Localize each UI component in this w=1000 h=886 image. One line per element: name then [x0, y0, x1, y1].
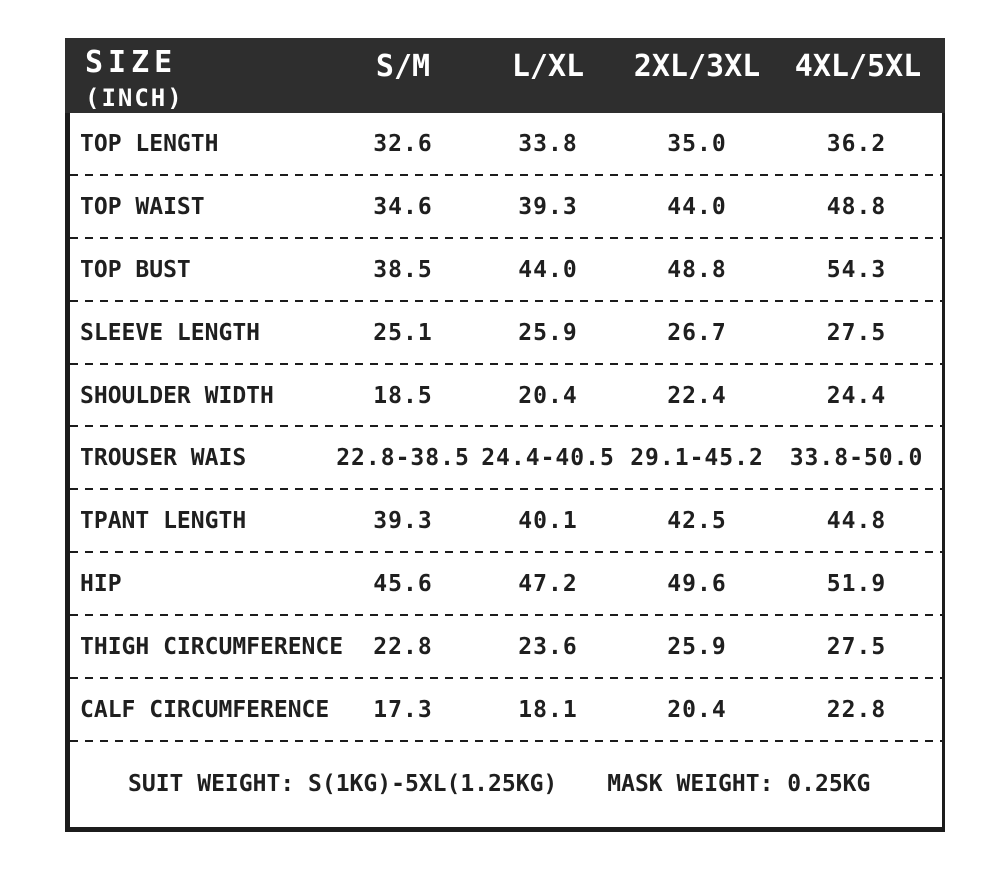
table-row: TOP WAIST 34.6 39.3 44.0 48.8: [70, 176, 942, 239]
row-value-l-xl: 25.9: [518, 319, 578, 346]
row-value-2xl-3xl: 48.8: [667, 256, 727, 283]
row-value-4xl-5xl: 24.4: [826, 382, 887, 409]
table-row: SLEEVE LENGTH 25.1 25.9 26.7 27.5: [70, 302, 942, 365]
table-footer-row: SUIT WEIGHT: S(1KG)-5XL(1.25KG) MASK WEI…: [70, 742, 942, 827]
table-header-row: SIZE (INCH) S/M L/XL 2XL/3XL 4XL/5XL: [65, 38, 945, 113]
row-value-2xl-3xl: 44.0: [667, 193, 727, 220]
column-header-s-m: S/M: [375, 49, 431, 84]
row-value-s-m: 39.3: [373, 508, 433, 535]
measurement-rows: TOP LENGTH 32.6 33.8 35.0 36.2 TOP WAIST…: [70, 113, 942, 742]
row-value-2xl-3xl: 35.0: [667, 130, 727, 157]
row-label: TPANT LENGTH: [80, 508, 247, 535]
size-title: SIZE: [85, 45, 178, 80]
row-value-2xl-3xl: 42.5: [667, 508, 727, 535]
column-header-2xl-3xl: 2XL/3XL: [633, 49, 761, 84]
row-value-l-xl: 18.1: [518, 696, 578, 723]
row-value-4xl-5xl: 27.5: [826, 634, 887, 661]
table-row: TPANT LENGTH 39.3 40.1 42.5 44.8: [70, 490, 942, 554]
suit-weight-note: SUIT WEIGHT: S(1KG)-5XL(1.25KG): [128, 771, 558, 798]
size-chart-table: SIZE (INCH) S/M L/XL 2XL/3XL 4XL/5XL TOP…: [65, 38, 945, 832]
row-value-4xl-5xl: 33.8-50.0: [789, 445, 924, 472]
row-value-4xl-5xl: 22.8: [826, 696, 887, 723]
table-row: CALF CIRCUMFERENCE 17.3 18.1 20.4 22.8: [70, 679, 942, 742]
row-label: CALF CIRCUMFERENCE: [80, 696, 330, 723]
column-header-l-xl: L/XL: [511, 49, 585, 84]
row-label: TOP BUST: [80, 256, 191, 283]
row-value-l-xl: 23.6: [518, 634, 578, 661]
table-row: THIGH CIRCUMFERENCE 22.8 23.6 25.9 27.5: [70, 616, 942, 679]
row-label: HIP: [80, 571, 122, 598]
row-value-2xl-3xl: 22.4: [667, 382, 727, 409]
row-value-s-m: 38.5: [373, 256, 433, 283]
row-value-2xl-3xl: 26.7: [667, 319, 727, 346]
row-value-4xl-5xl: 27.5: [826, 319, 887, 346]
row-value-s-m: 22.8: [373, 634, 433, 661]
row-value-l-xl: 20.4: [518, 382, 578, 409]
table-body: TOP LENGTH 32.6 33.8 35.0 36.2 TOP WAIST…: [65, 113, 945, 832]
row-label: TROUSER WAIS: [80, 445, 247, 472]
row-value-4xl-5xl: 51.9: [826, 571, 887, 598]
table-row: SHOULDER WIDTH 18.5 20.4 22.4 24.4: [70, 365, 942, 428]
row-value-s-m: 22.8-38.5: [336, 445, 470, 472]
row-value-s-m: 18.5: [373, 382, 433, 409]
row-value-s-m: 34.6: [373, 193, 433, 220]
size-header-cell: SIZE (INCH): [65, 45, 333, 112]
mask-weight-note: MASK WEIGHT: 0.25KG: [607, 771, 871, 798]
row-value-l-xl: 47.2: [518, 571, 578, 598]
row-value-4xl-5xl: 54.3: [826, 256, 887, 283]
table-row: TOP BUST 38.5 44.0 48.8 54.3: [70, 239, 942, 302]
table-row: TOP LENGTH 32.6 33.8 35.0 36.2: [70, 113, 942, 176]
row-value-l-xl: 40.1: [518, 508, 578, 535]
table-row: HIP 45.6 47.2 49.6 51.9: [70, 553, 942, 617]
row-value-l-xl: 33.8: [518, 130, 578, 157]
unit-label: (INCH): [85, 84, 184, 112]
row-value-s-m: 45.6: [373, 571, 433, 598]
row-value-4xl-5xl: 36.2: [826, 130, 887, 157]
row-value-4xl-5xl: 48.8: [826, 193, 887, 220]
row-value-4xl-5xl: 44.8: [826, 508, 887, 535]
row-value-2xl-3xl: 49.6: [667, 571, 727, 598]
row-value-2xl-3xl: 20.4: [667, 696, 727, 723]
table-row: TROUSER WAIS 22.8-38.5 24.4-40.5 29.1-45…: [70, 427, 942, 491]
row-value-2xl-3xl: 29.1-45.2: [630, 445, 764, 472]
row-value-l-xl: 24.4-40.5: [481, 445, 615, 472]
row-value-l-xl: 39.3: [518, 193, 578, 220]
row-value-l-xl: 44.0: [518, 256, 578, 283]
row-value-s-m: 25.1: [373, 319, 433, 346]
row-label: THIGH CIRCUMFERENCE: [80, 634, 344, 661]
column-header-4xl-5xl: 4XL/5XL: [794, 49, 922, 84]
row-label: SLEEVE LENGTH: [80, 319, 261, 346]
row-value-s-m: 32.6: [373, 130, 433, 157]
row-label: TOP LENGTH: [80, 130, 219, 157]
row-value-2xl-3xl: 25.9: [667, 634, 727, 661]
row-value-s-m: 17.3: [373, 696, 433, 723]
row-label: TOP WAIST: [80, 193, 205, 220]
row-label: SHOULDER WIDTH: [80, 382, 274, 409]
